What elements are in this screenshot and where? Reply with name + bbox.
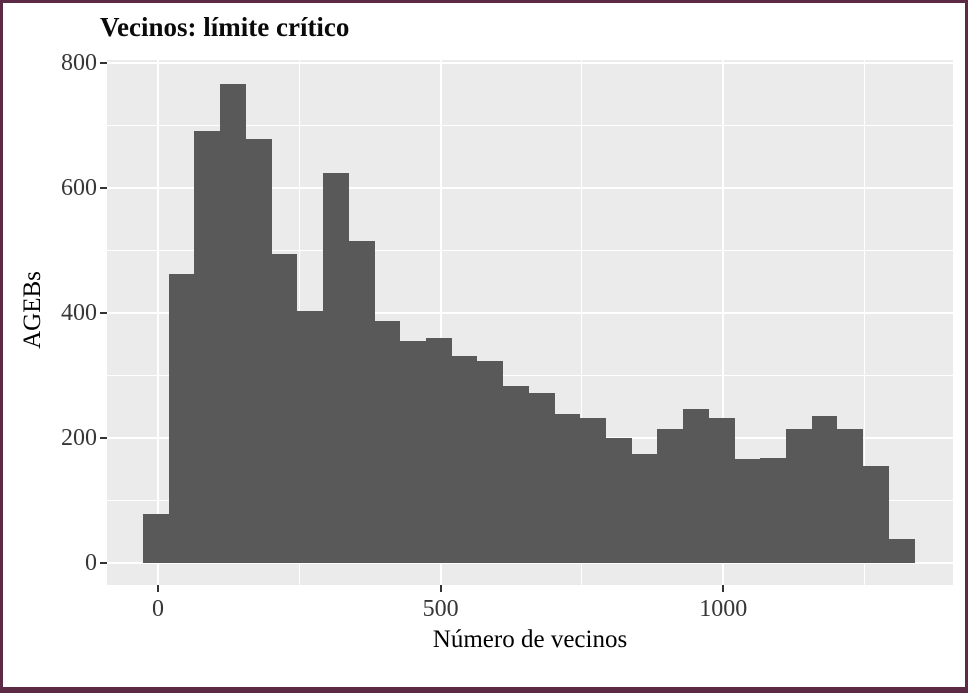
- histogram-bar: [709, 417, 735, 563]
- x-axis-title: Número de vecinos: [432, 626, 628, 653]
- x-tick-mark: [722, 585, 725, 592]
- gridline-y-major: [107, 311, 953, 314]
- gridline-y-minor: [107, 374, 953, 376]
- histogram-bar: [863, 465, 889, 563]
- y-tick-label: 800: [61, 49, 97, 76]
- histogram-bar: [272, 253, 297, 563]
- histogram-bar: [555, 413, 580, 563]
- histogram-bar: [529, 393, 555, 563]
- histogram-bar: [812, 415, 837, 563]
- y-tick-mark: [100, 436, 107, 439]
- y-tick-mark: [100, 61, 107, 64]
- histogram-bar: [837, 429, 863, 563]
- histogram-bar: [297, 311, 323, 563]
- gridline-x-major: [439, 59, 442, 585]
- histogram-bar: [452, 356, 477, 563]
- window-border-top: [0, 0, 968, 3]
- y-tick-label: 200: [61, 424, 97, 451]
- histogram-bar: [889, 538, 915, 563]
- x-tick-label: 1000: [699, 596, 748, 622]
- gridline-x-minor: [864, 59, 866, 585]
- histogram-bar: [323, 173, 349, 563]
- y-tick-mark: [100, 311, 107, 314]
- histogram-bar: [657, 429, 683, 563]
- histogram-bar: [220, 83, 246, 563]
- gridline-x-major: [722, 59, 725, 585]
- histogram-bar: [503, 385, 529, 563]
- histogram-bar: [477, 361, 503, 563]
- plot-panel: [107, 59, 953, 585]
- window-border-bottom: [0, 687, 968, 693]
- histogram-bar: [760, 457, 786, 563]
- histogram-bar: [606, 437, 632, 563]
- y-tick-label: 400: [61, 299, 97, 326]
- x-tick-mark: [157, 585, 159, 592]
- x-tick-mark: [439, 585, 442, 592]
- chart-title: Vecinos: límite crítico: [100, 12, 350, 42]
- gridline-y-major: [107, 561, 953, 564]
- histogram-bar: [735, 458, 760, 563]
- histogram-bar: [400, 340, 426, 563]
- window-border-right: [965, 0, 968, 693]
- gridline-y-major: [107, 61, 953, 64]
- histogram-bar: [375, 321, 400, 563]
- y-tick-mark: [100, 186, 107, 189]
- y-tick-mark: [100, 561, 107, 564]
- y-tick-label: 0: [85, 549, 97, 576]
- gridline-y-minor: [107, 124, 953, 126]
- histogram-bar: [632, 453, 657, 563]
- y-tick-label: 600: [61, 174, 97, 201]
- x-tick-label: 0: [152, 596, 164, 622]
- histogram-bar: [786, 429, 812, 563]
- histogram-bar: [143, 513, 169, 563]
- histogram-bar: [683, 408, 709, 563]
- histogram-bar: [580, 417, 606, 563]
- histogram-bar: [246, 138, 272, 563]
- gridline-y-minor: [107, 249, 953, 251]
- gridline-x-major: [157, 59, 159, 585]
- histogram-bar: [169, 273, 194, 563]
- histogram-bar: [426, 337, 452, 563]
- gridline-x-minor: [581, 59, 583, 585]
- gridline-y-major: [107, 186, 953, 189]
- x-tick-label: 500: [422, 596, 459, 622]
- histogram-bar: [349, 240, 375, 563]
- window-border-left: [0, 0, 3, 693]
- histogram-bar: [194, 131, 220, 563]
